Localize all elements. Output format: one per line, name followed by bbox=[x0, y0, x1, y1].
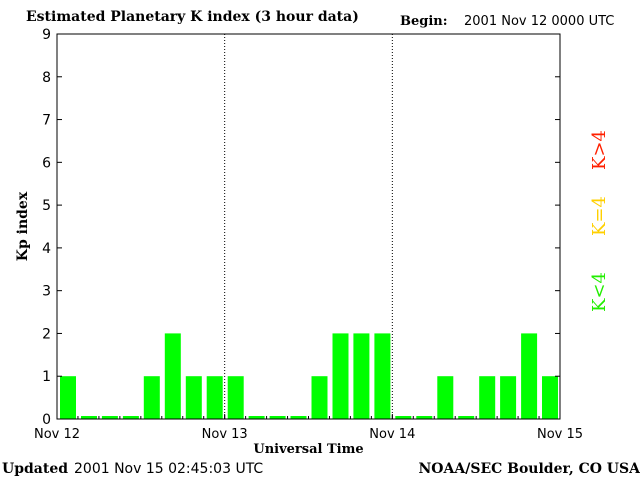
kp-bar bbox=[206, 376, 223, 419]
kp-bar bbox=[311, 376, 328, 419]
kp-bar bbox=[290, 416, 307, 419]
x-tick-label: Nov 15 bbox=[537, 427, 583, 442]
x-tick-label: Nov 12 bbox=[34, 427, 80, 442]
chart-title: Estimated Planetary K index (3 hour data… bbox=[26, 9, 359, 25]
kp-bar bbox=[185, 376, 202, 419]
y-tick-label: 4 bbox=[42, 241, 51, 257]
legend-k-greater-4: K>4 bbox=[589, 130, 610, 170]
kp-bar bbox=[164, 333, 181, 419]
x-tick-label: Nov 14 bbox=[369, 427, 415, 442]
kp-bar bbox=[500, 376, 517, 419]
plot-frame bbox=[56, 33, 561, 420]
kp-bar bbox=[353, 333, 370, 419]
legend-k-less-4: K<4 bbox=[589, 272, 610, 312]
kp-bar bbox=[143, 376, 160, 419]
kp-bar bbox=[458, 416, 475, 419]
y-tick-label: 9 bbox=[42, 27, 51, 43]
kp-bar bbox=[60, 376, 76, 419]
kp-bar bbox=[374, 333, 391, 419]
kp-bar bbox=[269, 416, 286, 419]
kp-bar bbox=[479, 376, 496, 419]
kp-bar bbox=[521, 333, 538, 419]
legend-k-equal-4: K=4 bbox=[589, 196, 610, 236]
kp-bar bbox=[122, 416, 139, 419]
credit-text: NOAA/SEC Boulder, CO USA bbox=[418, 461, 640, 477]
y-tick-label: 3 bbox=[42, 284, 51, 300]
kp-bar bbox=[248, 416, 265, 419]
y-tick-label: 5 bbox=[42, 198, 51, 214]
kp-bar bbox=[332, 333, 349, 419]
y-tick-label: 8 bbox=[42, 70, 51, 86]
y-tick-label: 7 bbox=[42, 113, 51, 129]
kp-bar bbox=[227, 376, 244, 419]
kp-bar bbox=[395, 416, 412, 419]
y-axis-label: Kp index bbox=[15, 191, 31, 261]
kp-bar bbox=[542, 376, 558, 419]
begin-label: Begin: bbox=[400, 14, 448, 29]
kp-bar bbox=[416, 416, 433, 419]
x-axis-label: Universal Time bbox=[253, 442, 363, 457]
y-tick-label: 0 bbox=[42, 412, 51, 428]
kp-bar bbox=[437, 376, 454, 419]
begin-value: 2001 Nov 12 0000 UTC bbox=[464, 14, 615, 29]
y-tick-label: 6 bbox=[42, 155, 51, 171]
kp-bar bbox=[101, 416, 118, 419]
y-tick-label: 2 bbox=[42, 326, 51, 342]
x-tick-label: Nov 13 bbox=[202, 427, 248, 442]
kp-bar bbox=[81, 416, 97, 419]
y-tick-label: 1 bbox=[42, 369, 51, 385]
updated-label: Updated bbox=[2, 461, 69, 477]
updated-value: 2001 Nov 15 02:45:03 UTC bbox=[74, 461, 264, 477]
